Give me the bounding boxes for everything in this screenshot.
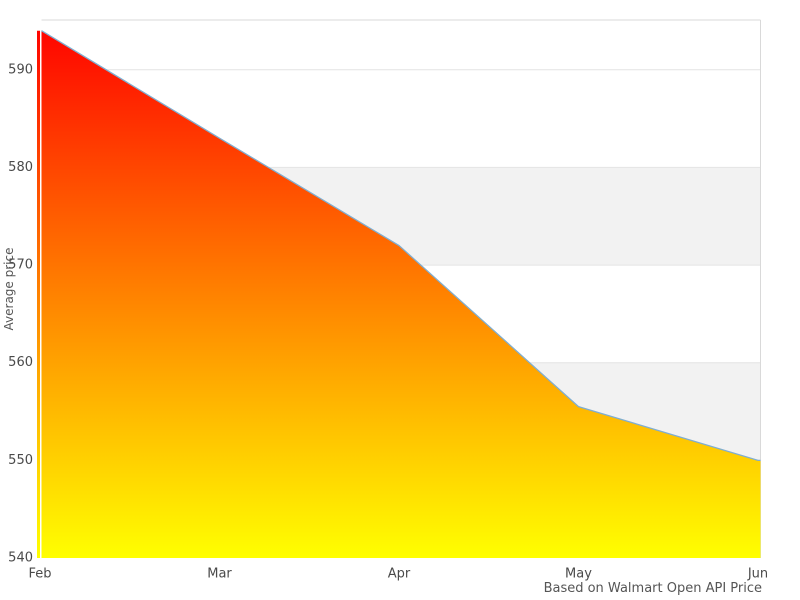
chart-caption: Based on Walmart Open API Price (543, 581, 762, 596)
area-series (41, 30, 761, 558)
y-tick-label: 570 (8, 258, 33, 273)
x-tick-label: Apr (388, 567, 411, 582)
y-axis-tick-labels: 540 550 560 570 580 590 (8, 62, 33, 565)
x-tick-label: Mar (207, 567, 232, 582)
y-tick-label: 540 (8, 551, 33, 566)
y-axis-title: Average price (2, 247, 16, 331)
x-tick-label: May (565, 567, 592, 582)
y-tick-label: 590 (8, 62, 33, 77)
axis-gradient-stripe (37, 30, 40, 558)
x-axis-tick-labels: Feb Mar Apr May Jun (28, 567, 768, 582)
x-tick-label: Feb (28, 567, 51, 582)
y-tick-label: 580 (8, 160, 33, 175)
x-tick-label: Jun (747, 567, 768, 582)
y-tick-label: 550 (8, 453, 33, 468)
y-tick-label: 560 (8, 355, 33, 370)
series-line (41, 30, 761, 462)
